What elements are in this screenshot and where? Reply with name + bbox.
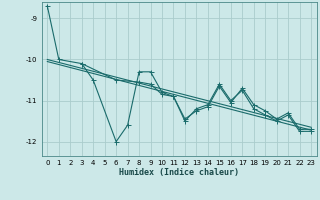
X-axis label: Humidex (Indice chaleur): Humidex (Indice chaleur) — [119, 168, 239, 177]
